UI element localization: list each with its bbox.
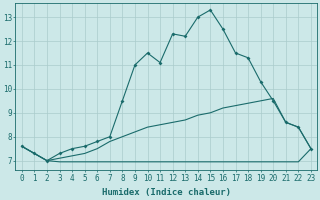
- X-axis label: Humidex (Indice chaleur): Humidex (Indice chaleur): [102, 188, 231, 197]
